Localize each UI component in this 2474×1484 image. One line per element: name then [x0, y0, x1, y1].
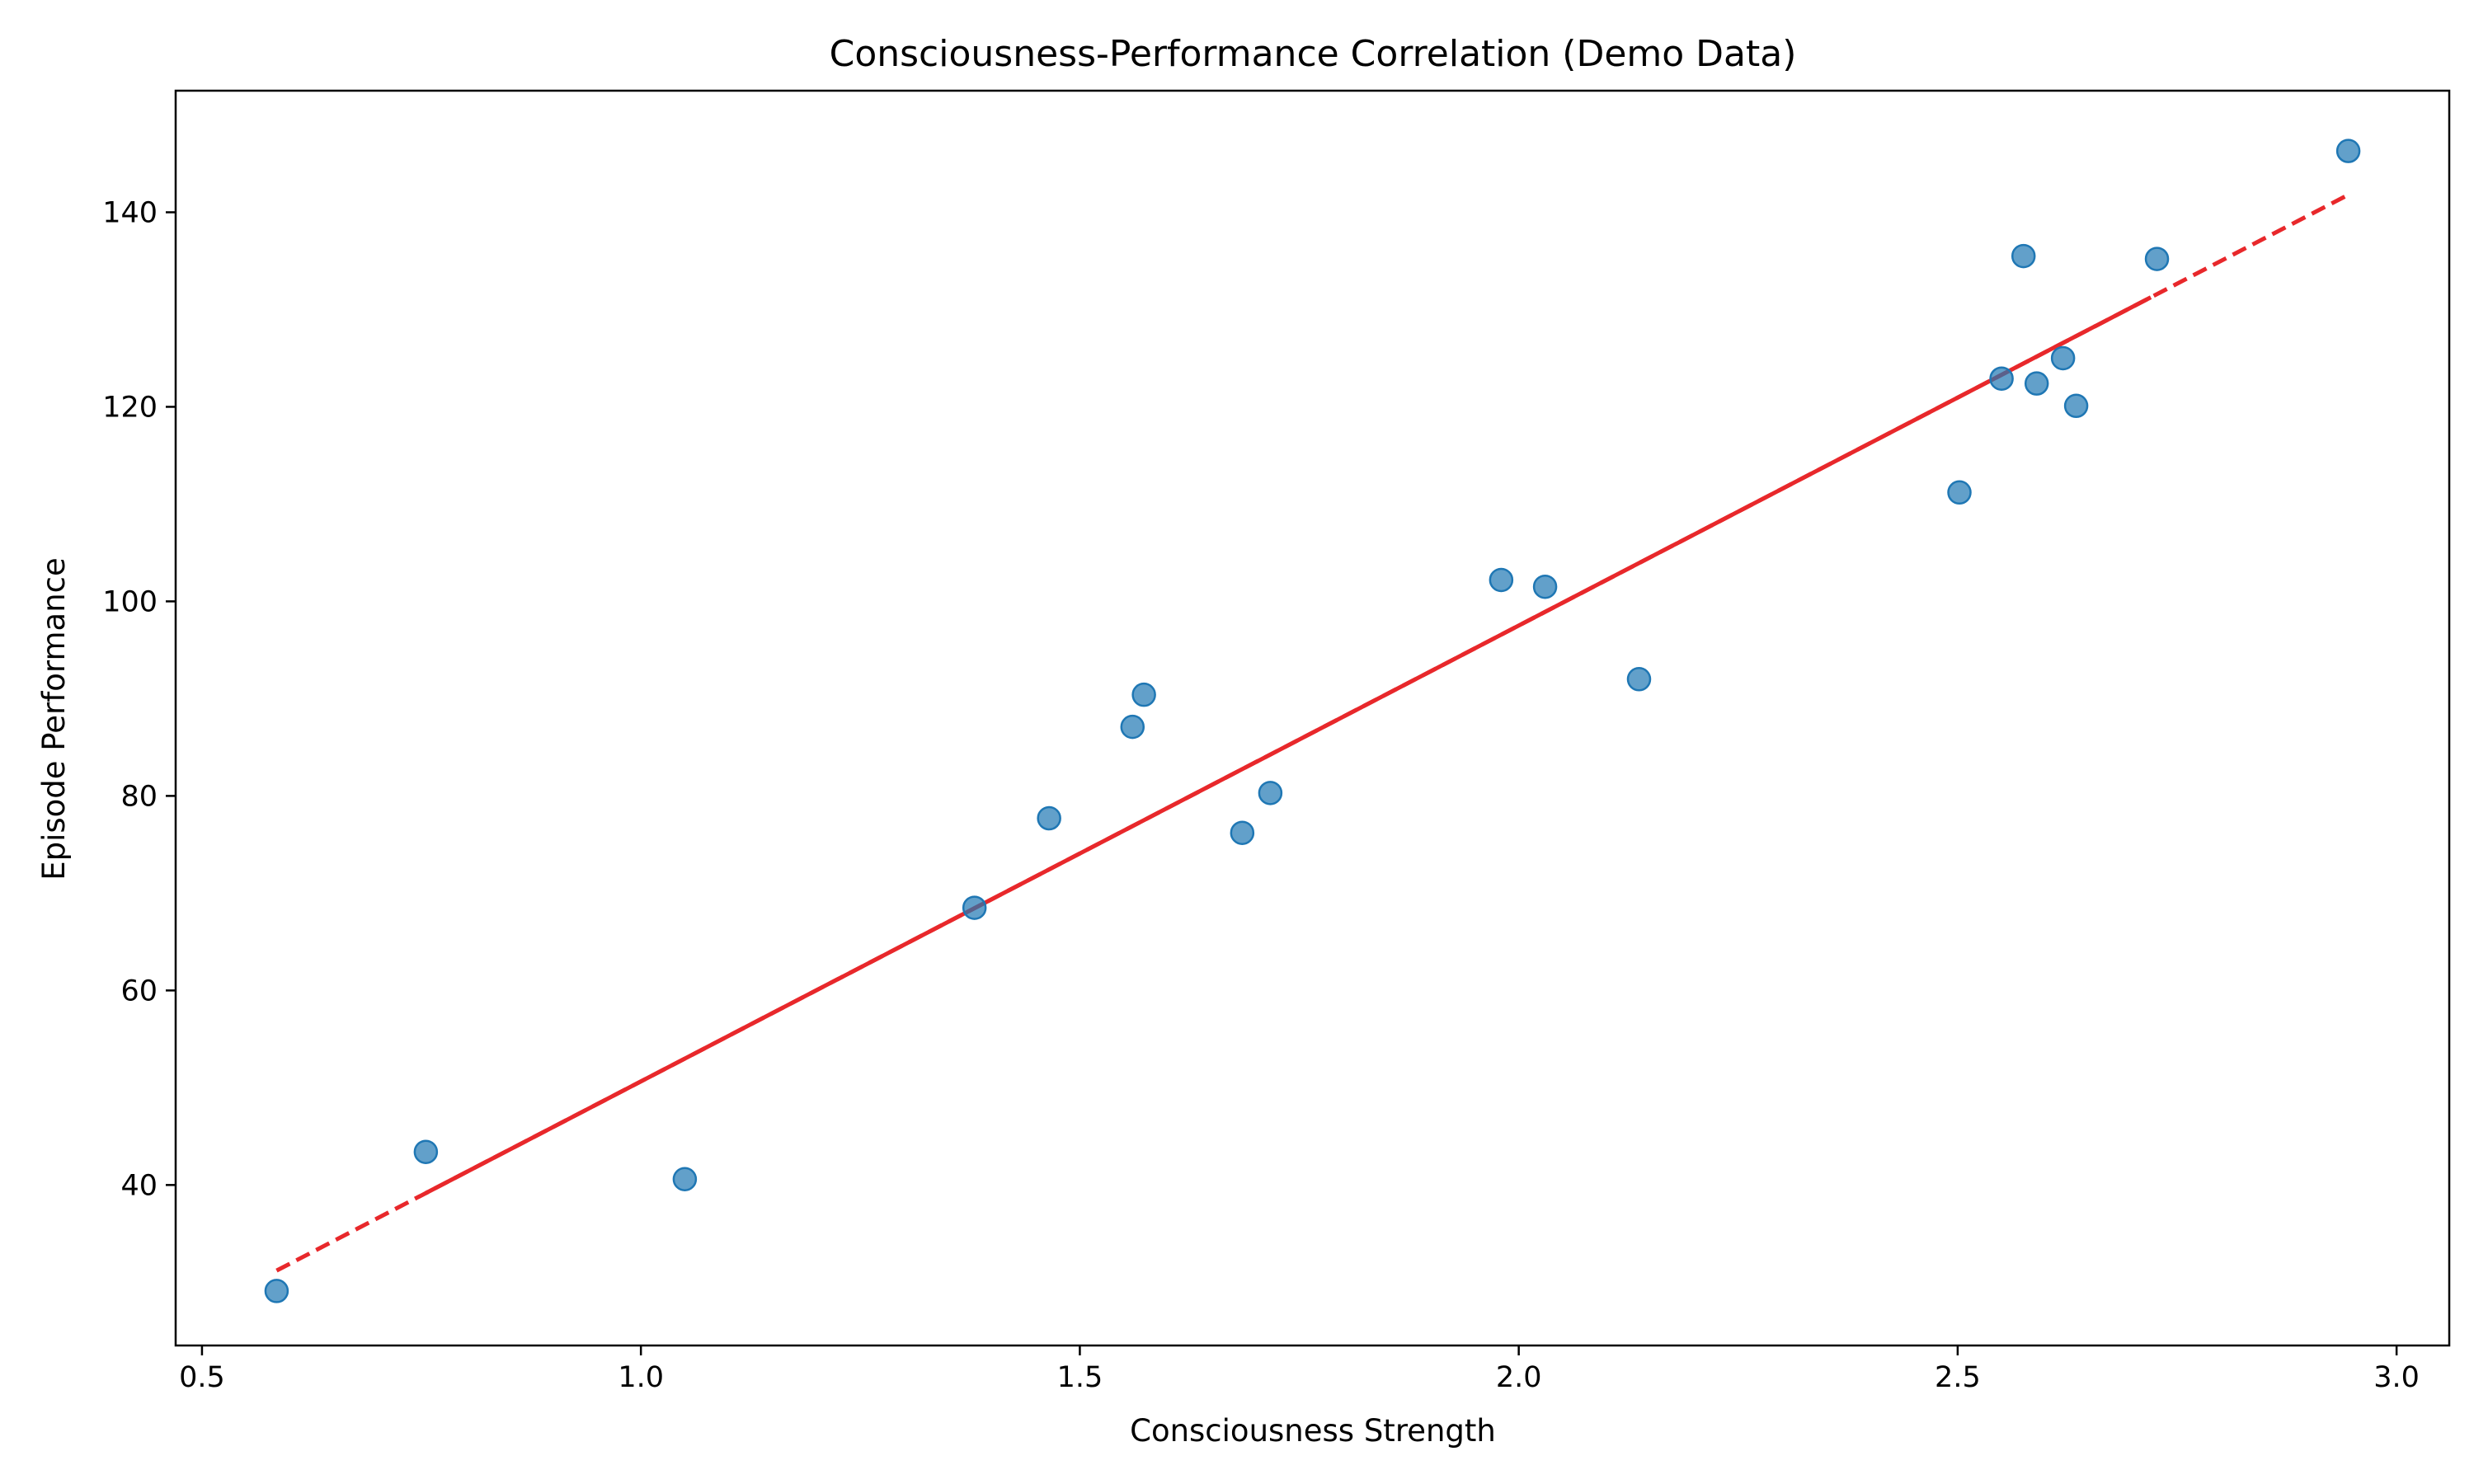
data-point	[1230, 820, 1255, 845]
plot-area	[174, 89, 2451, 1347]
data-point	[2011, 243, 2036, 269]
data-point	[672, 1167, 698, 1191]
data-point	[413, 1139, 439, 1164]
data-point	[1037, 805, 1061, 831]
x-tick-label: 2.5	[1935, 1361, 1981, 1394]
x-axis-label: Consciousness Strength	[1130, 1413, 1496, 1449]
x-tick-label: 3.0	[2373, 1361, 2420, 1394]
data-point	[2024, 371, 2049, 396]
data-point	[1489, 567, 1514, 593]
x-tick-label: 1.0	[618, 1361, 664, 1394]
data-point	[2335, 139, 2361, 163]
data-point	[1626, 667, 1652, 692]
data-point	[2063, 393, 2089, 419]
data-point	[264, 1279, 289, 1303]
y-tick-label: 60	[120, 974, 158, 1007]
x-axis: 0.5 1.0 1.5 2.0 2.5 3.0	[179, 1345, 2420, 1394]
data-point	[1131, 682, 1156, 707]
y-tick-label: 120	[102, 391, 158, 424]
data-point	[1947, 480, 1972, 505]
trendline-solid	[425, 295, 2152, 1195]
x-tick-label: 1.5	[1057, 1361, 1103, 1394]
y-tick-label: 100	[102, 585, 158, 618]
data-point	[1120, 714, 1145, 740]
y-axis: 40 60 80 100 120 140	[102, 196, 176, 1202]
x-tick-label: 0.5	[179, 1361, 225, 1394]
y-tick-label: 80	[120, 780, 158, 813]
data-point	[1989, 366, 2014, 391]
data-points	[264, 139, 2361, 1303]
y-axis-label: Episode Performance	[36, 557, 72, 881]
y-tick-label: 40	[120, 1169, 158, 1202]
chart-title: Consciousness-Performance Correlation (D…	[830, 33, 1797, 75]
data-point	[962, 895, 987, 920]
axes-frame	[174, 89, 2451, 1347]
data-point	[2144, 247, 2170, 271]
data-point	[1258, 781, 1283, 805]
data-point	[2050, 345, 2076, 371]
data-point	[1532, 574, 1558, 599]
y-tick-label: 140	[102, 196, 158, 229]
x-tick-label: 2.0	[1496, 1361, 1542, 1394]
